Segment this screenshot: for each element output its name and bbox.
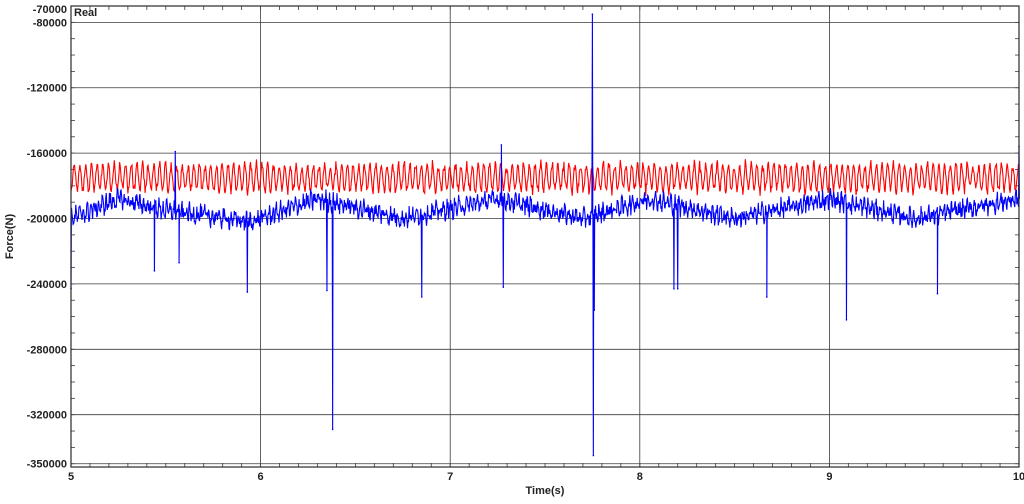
blue-spike-point-4 [246,291,249,293]
x-axis-label: Time(s) [526,485,565,497]
blue-spike-point-11 [592,454,595,457]
y-tick-labels: -350000 -320000 -280000 -240000 -200000 -1600… [27,4,67,471]
blue-series-line [70,14,1020,456]
y-tick-label-4: -200000 [27,214,67,226]
blue-spike-point-10 [591,13,594,15]
x-tick-label-2: 7 [447,471,453,483]
y-tick-label-7: -80000 [33,17,67,29]
blue-spike-point-8 [500,144,503,146]
x-tick-label-5: 10 [1013,471,1024,483]
blue-spike-point-3 [178,261,180,264]
x-tick-labels: 5 6 7 8 9 10 [68,471,1024,483]
plot-frame [70,5,1020,468]
blue-spike-point-14 [676,288,679,290]
x-tick-label-1: 6 [258,471,264,483]
y-tick-label-5: -160000 [27,148,67,160]
x-tick-label-3: 8 [637,471,643,483]
blue-spike-point-15 [766,296,768,298]
blue-spike-point-2 [174,150,177,153]
y-tick-label-1: -320000 [27,410,67,422]
blue-spike-point-16 [845,319,848,321]
y-tick-label-2: -280000 [27,344,67,356]
y-tick-label-3: -240000 [27,279,67,291]
blue-spike-point-13 [673,288,675,290]
x-tick-label-0: 5 [68,471,74,483]
chart-title: Real [74,7,97,19]
blue-spike-point-12 [593,309,596,311]
y-tick-label-6: -120000 [27,83,67,95]
blue-spike-point-17 [936,292,939,295]
blue-spike-point-9 [502,286,505,288]
blue-spike-point-1 [153,270,156,272]
x-tick-label-4: 9 [826,471,832,483]
red-series-line [70,159,1020,197]
y-tick-label-8: -70000 [33,4,67,16]
y-tick-label-0: -350000 [27,459,67,471]
blue-spike-point-5 [326,289,328,292]
blue-spike-point-7 [420,296,423,298]
blue-spike-point-6 [331,428,334,431]
series-red [70,159,1020,197]
y-axis-label: Force(N) [4,214,16,260]
